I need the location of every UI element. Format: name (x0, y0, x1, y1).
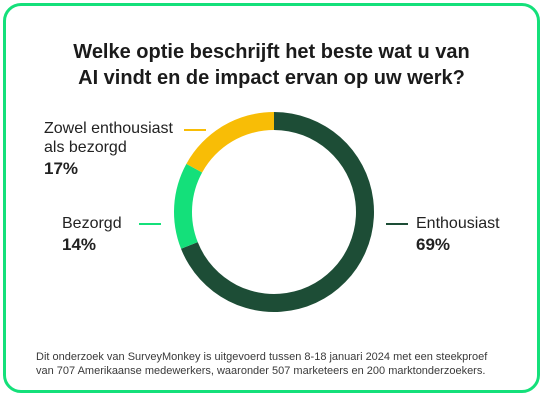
chart-card: Welke optie beschrijft het beste wat u v… (3, 3, 540, 393)
leader-line-bezorgd (139, 223, 161, 225)
chart-title: Welke optie beschrijft het beste wat u v… (73, 41, 470, 89)
leader-line-zowel (184, 129, 206, 131)
label-bezorgd: Bezorgd 14% (62, 215, 122, 254)
footnote: Dit onderzoek van SurveyMonkey is uitgev… (36, 351, 488, 377)
slice-bezorgd (174, 163, 203, 249)
label-zowel: Zowel enthousiast als bezorgd 17% (44, 120, 173, 178)
leader-line-enthousiast (386, 223, 408, 225)
slice-zowel (186, 112, 274, 173)
label-enthousiast: Enthousiast 69% (416, 215, 500, 254)
